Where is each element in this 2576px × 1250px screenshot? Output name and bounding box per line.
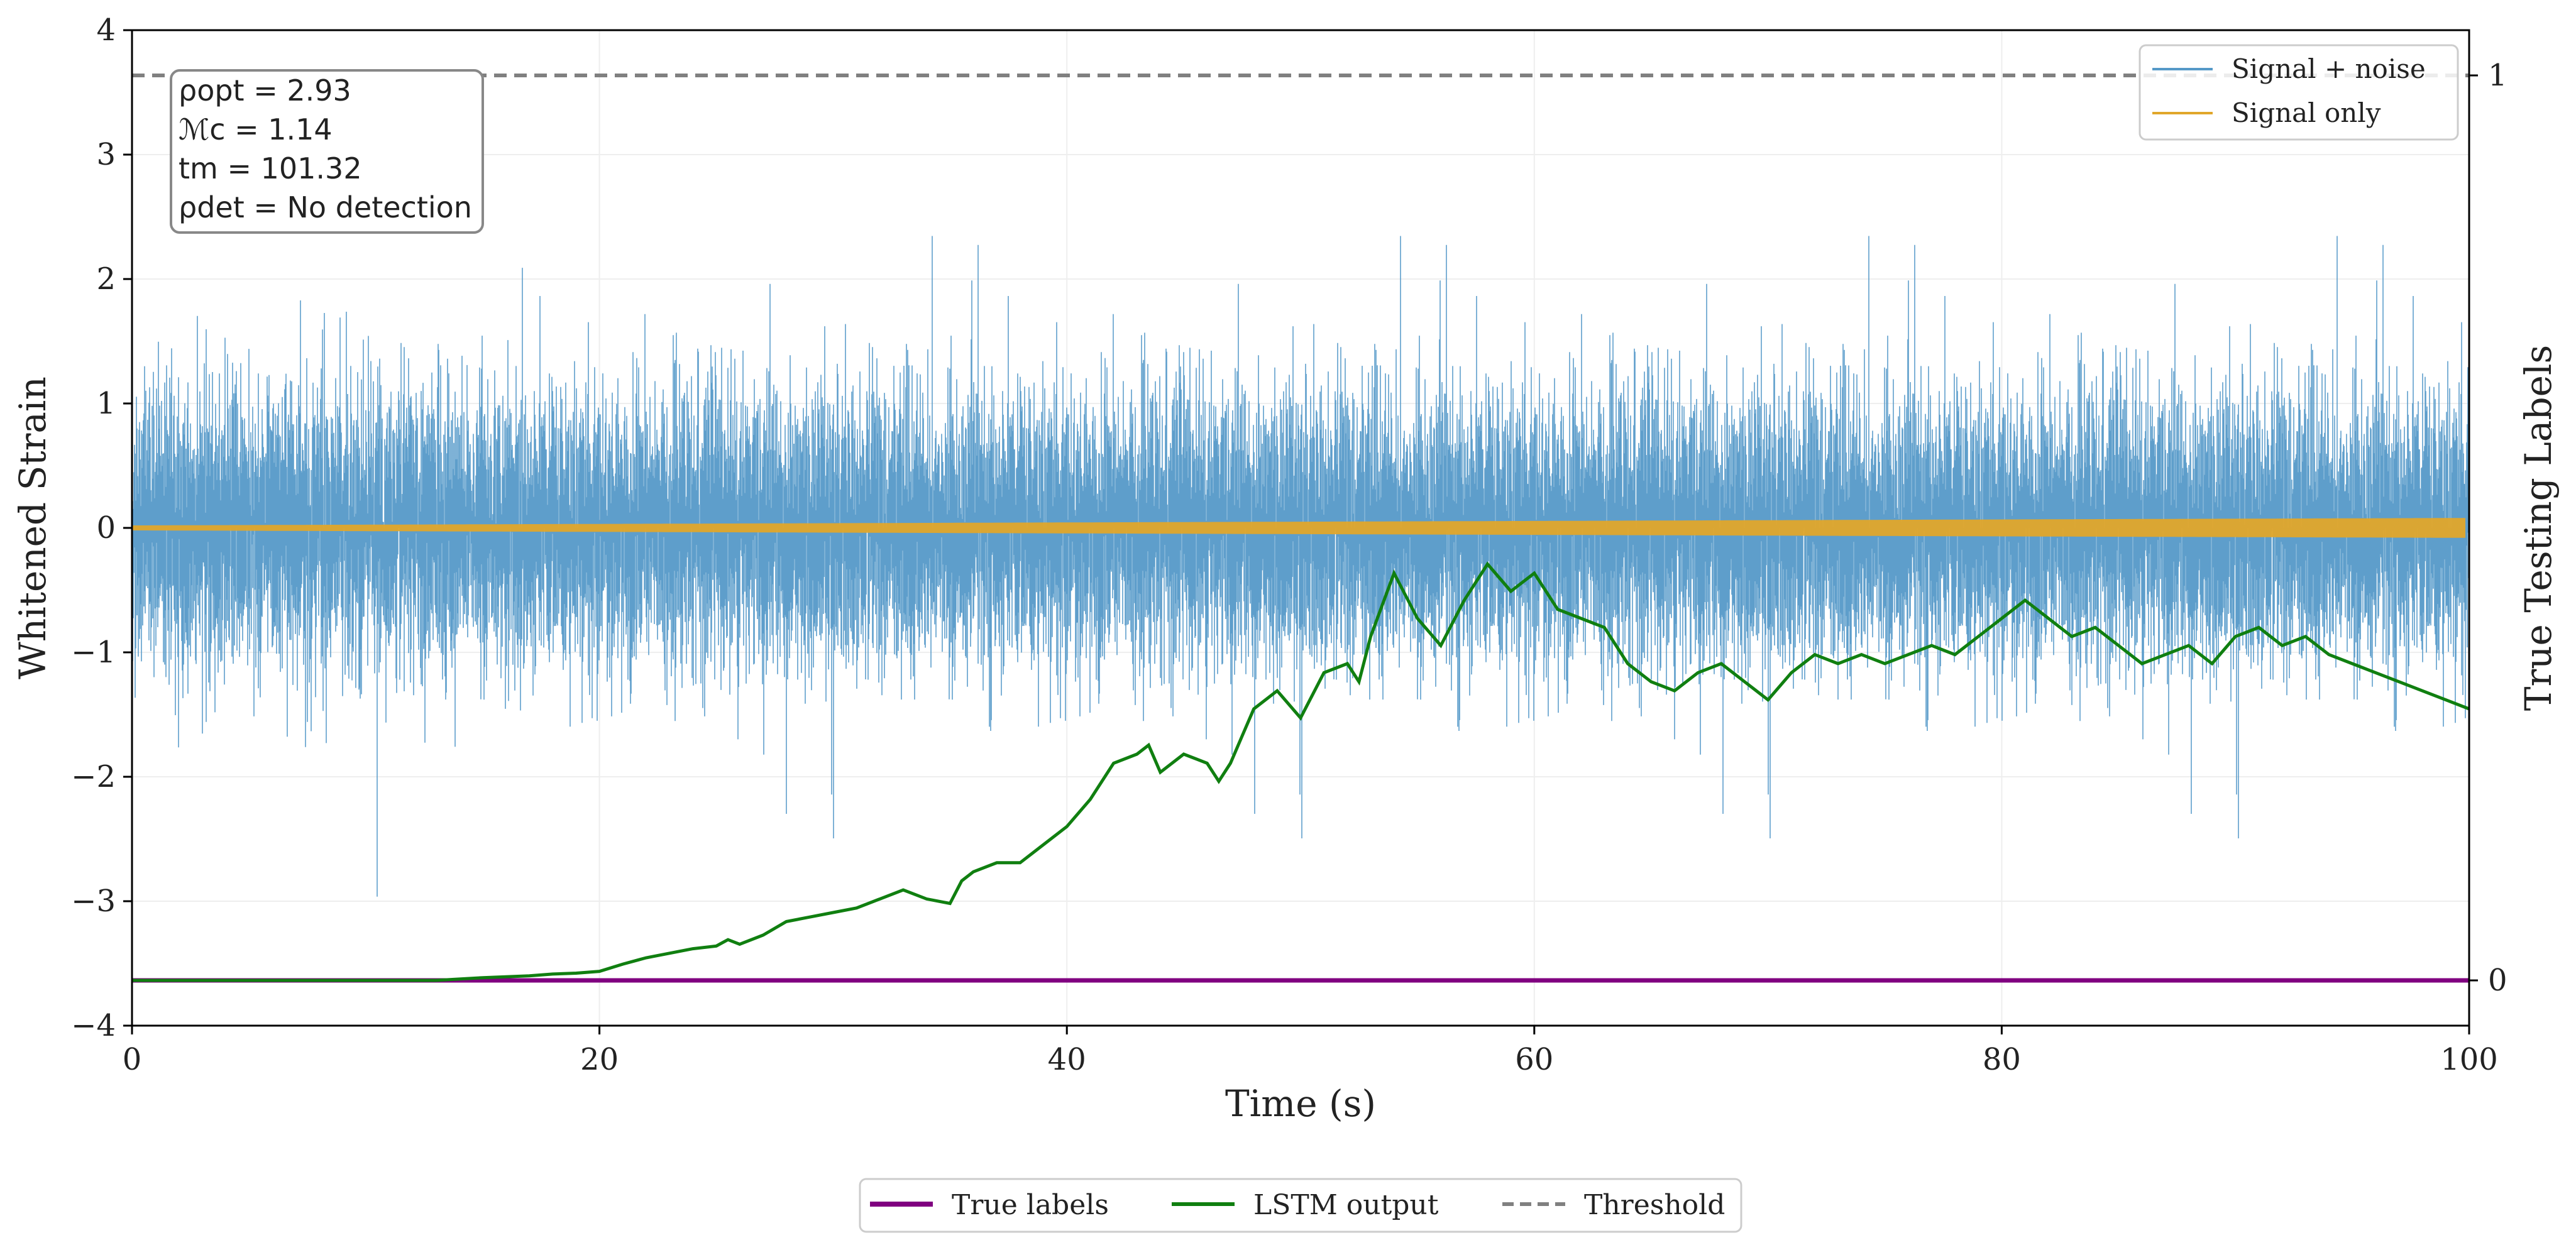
- y-tick-label: −3: [71, 884, 116, 919]
- y2-tick-label: 0: [2488, 963, 2507, 998]
- annotation-rho-opt: ρopt = 2.93: [179, 74, 351, 107]
- x-axis-label: Time (s): [1225, 1082, 1376, 1125]
- y-tick-label: 0: [96, 510, 116, 546]
- signal-only-series: [132, 518, 2465, 538]
- y-tick-label: 1: [96, 386, 116, 421]
- bottom-legend: True labels LSTM output Threshold: [859, 1178, 1742, 1233]
- y2-tick-label: 1: [2488, 58, 2507, 93]
- y-tick-label: 4: [96, 13, 116, 48]
- y-tick-label: −1: [71, 635, 116, 670]
- legend-label-threshold: Threshold: [1584, 1189, 1725, 1221]
- annotation-rho-det: ρdet = No detection: [179, 190, 472, 224]
- annotation-box: ρopt = 2.93 ℳc = 1.14 tm = 101.32 ρdet =…: [170, 69, 484, 234]
- y-tick-label: 3: [96, 137, 116, 172]
- legend-label-signal-noise: Signal + noise: [2232, 53, 2426, 84]
- y2-axis-label: True Testing Labels: [2517, 345, 2560, 711]
- y-tick-label: 2: [96, 261, 116, 297]
- y-tick-label: −2: [71, 759, 116, 794]
- lstm-output-line: [132, 561, 2470, 982]
- top-legend: Signal + noise Signal only: [2138, 44, 2459, 141]
- legend-label-signal-only: Signal only: [2232, 97, 2381, 128]
- y-tick-label: −4: [71, 1008, 116, 1043]
- legend-label-lstm-output: LSTM output: [1253, 1189, 1439, 1221]
- x-tick-label: 40: [1048, 1042, 1086, 1077]
- x-tick-label: 0: [123, 1042, 142, 1077]
- right-axis-series: [132, 74, 2470, 983]
- x-tick-label: 60: [1515, 1042, 1553, 1077]
- legend-label-true-labels: True labels: [952, 1189, 1109, 1221]
- annotation-chirp-mass: ℳc = 1.14: [179, 112, 333, 146]
- x-tick-label: 80: [1983, 1042, 2021, 1077]
- signal-noise-line: [131, 236, 2470, 897]
- x-tick-label: 20: [580, 1042, 619, 1077]
- signal-only-band: [132, 518, 2465, 538]
- annotation-merger-time: tm = 101.32: [179, 151, 362, 185]
- y-axis-label: Whitened Strain: [11, 376, 54, 679]
- x-tick-label: 100: [2440, 1042, 2498, 1077]
- signal-noise-series: [131, 236, 2470, 897]
